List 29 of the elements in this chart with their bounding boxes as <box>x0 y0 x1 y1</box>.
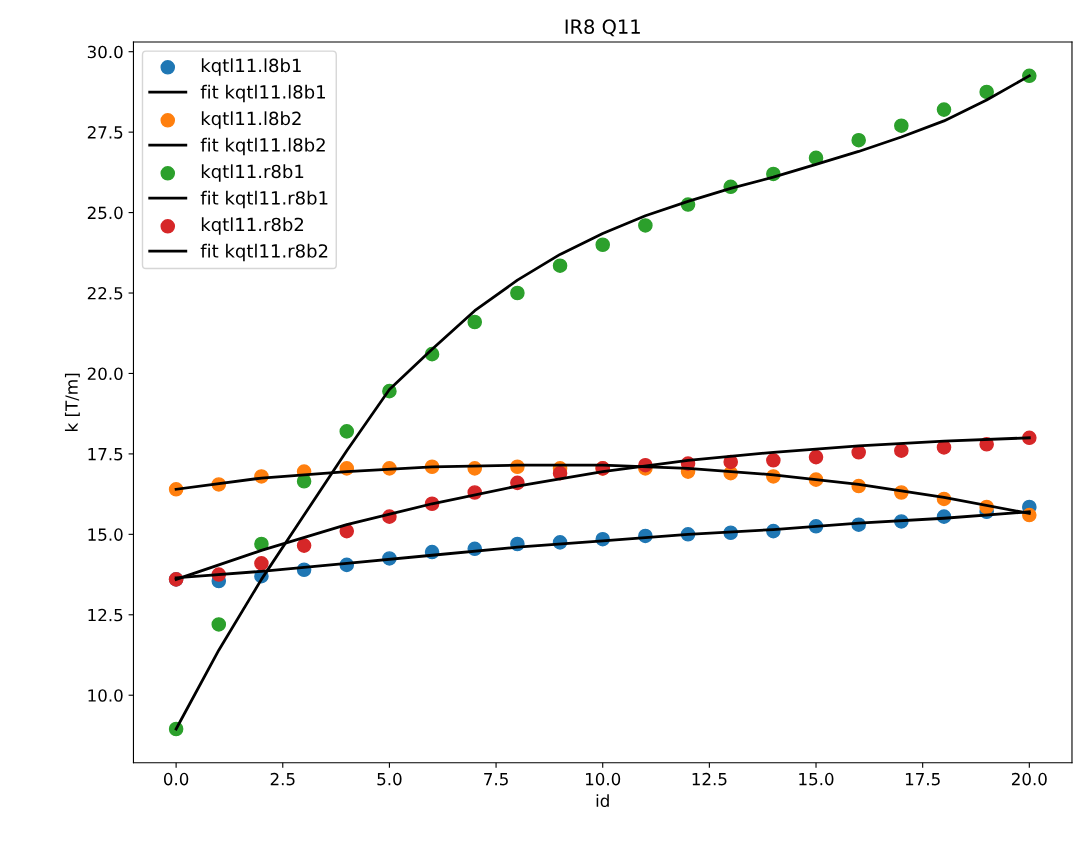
y-tick-label: 15.0 <box>88 528 123 541</box>
y-tick-label: 22.5 <box>87 286 123 300</box>
y-tick-label: 20.0 <box>87 367 123 381</box>
y-tick-label: 17.5 <box>88 448 123 461</box>
y-axis-title: k [T/m] <box>64 373 80 431</box>
chart-title: IR8 Q11 <box>565 19 640 37</box>
x-tick-label: 7.5 <box>484 773 508 786</box>
legend-label: fit kqtl11.r8b2 <box>200 243 328 262</box>
legend-label: fit kqtl11.r8b1 <box>200 190 328 209</box>
legend-label: kqtl11.l8b1 <box>201 58 301 76</box>
x-axis-title: id <box>596 794 609 808</box>
x-tick-label: 10.0 <box>585 772 621 786</box>
y-tick-label: 10.0 <box>88 689 123 702</box>
legend-label: kqtl11.r8b1 <box>201 164 304 182</box>
y-tick-label: 25.0 <box>87 206 123 220</box>
x-tick-label: 2.5 <box>270 772 295 786</box>
y-tick-label: 30.0 <box>87 45 123 59</box>
x-tick-label: 17.5 <box>905 773 940 786</box>
legend-label: kqtl11.l8b2 <box>201 111 301 129</box>
x-tick-label: 20.0 <box>1011 772 1047 786</box>
legend-label: kqtl11.r8b2 <box>201 217 304 235</box>
y-tick-label: 27.5 <box>87 126 123 139</box>
y-tick-label: 12.5 <box>88 608 123 622</box>
x-tick-label: 0.0 <box>163 772 189 786</box>
legend-label: fit kqtl11.l8b1 <box>200 84 325 103</box>
legend-label: fit kqtl11.l8b2 <box>200 137 325 156</box>
x-tick-label: 5.0 <box>377 772 402 786</box>
x-tick-label: 15.0 <box>799 772 834 786</box>
x-tick-label: 12.5 <box>692 772 727 786</box>
